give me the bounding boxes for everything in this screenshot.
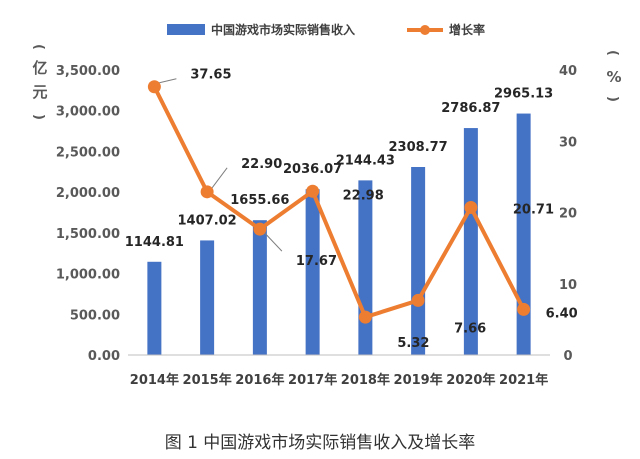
x-tick-label: 2018年: [341, 372, 390, 388]
growth-point: [358, 310, 372, 324]
bar-value-label: 2144.43: [336, 153, 395, 168]
chart: 0.00 500.00 1,000.00 1,500.00 2,000.00 2,500.…: [31, 22, 622, 388]
growth-point: [200, 185, 214, 199]
bar: [516, 113, 531, 355]
y-right-tick-label: 0: [563, 349, 572, 364]
x-tick-label: 2016年: [235, 372, 284, 388]
growth-point: [306, 184, 320, 198]
leader-line: [159, 78, 177, 84]
bar-value-label: 1407.02: [178, 213, 237, 228]
growth-point: [517, 302, 531, 316]
y-left-axis-title: ): [31, 114, 46, 120]
x-tick-label: 2014年: [130, 372, 179, 388]
growth-line: [152, 85, 526, 320]
bar: [200, 240, 215, 355]
growth-point: [411, 293, 425, 307]
y-right-axis-title: ): [605, 96, 620, 102]
y-left-tick-label: 3,500.00: [56, 64, 120, 79]
line-value-label: 17.67: [296, 254, 337, 269]
y-left-tick-label: 2,000.00: [56, 186, 120, 201]
figure-caption: 图 1 中国游戏市场实际销售收入及增长率: [164, 433, 476, 453]
legend-bar-label: 中国游戏市场实际销售收入: [211, 22, 355, 37]
line-value-label: 22.98: [343, 188, 384, 203]
y-left-axis-title: (: [31, 44, 46, 50]
y-left-tick-label: 2,500.00: [56, 145, 120, 160]
growth-point: [147, 80, 161, 94]
line-value-label: 22.90: [241, 157, 282, 172]
line-value-label: 5.32: [397, 336, 429, 351]
line-value-label: 20.71: [513, 202, 554, 217]
x-tick-label: 2019年: [394, 372, 443, 388]
bar-value-label: 1655.66: [230, 193, 289, 208]
bar-value-label: 1144.81: [125, 235, 184, 250]
y-left-tick-label: 3,000.00: [56, 105, 120, 120]
y-left-tick-label: 500.00: [70, 308, 120, 323]
y-left-tick-label: 0.00: [88, 349, 120, 364]
bar-value-label: 2036.07: [283, 162, 342, 177]
line-value-label: 37.65: [190, 68, 231, 83]
y-left-axis-title: 亿: [32, 59, 47, 77]
y-left-axis-title: 元: [32, 83, 47, 101]
y-right-tick-label: 30: [559, 135, 577, 150]
bar-value-label: 2965.13: [494, 87, 553, 102]
y-right-tick-label: 10: [559, 278, 577, 293]
bar: [147, 261, 162, 355]
growth-point: [253, 222, 267, 236]
bar: [305, 189, 320, 355]
bar: [252, 220, 267, 355]
line-value-label: 7.66: [454, 321, 486, 336]
legend-bar-swatch: [167, 24, 205, 35]
leader-line: [264, 232, 283, 252]
bar-value-label: 2786.87: [441, 101, 500, 116]
legend-line-label: 增长率: [449, 22, 485, 37]
y-right-axis-title: %: [606, 68, 621, 86]
x-tick-label: 2020年: [446, 372, 495, 388]
x-tick-label: 2021年: [499, 372, 548, 388]
y-right-axis-title: (: [605, 50, 620, 56]
legend-line-marker: [420, 25, 430, 35]
x-tick-label: 2015年: [183, 372, 232, 388]
bar: [358, 180, 373, 355]
bar-value-label: 2308.77: [389, 140, 448, 155]
y-left-tick-label: 1,500.00: [56, 227, 120, 242]
x-tick-label: 2017年: [288, 372, 337, 388]
y-right-tick-label: 40: [559, 64, 577, 79]
y-left-tick-label: 1,000.00: [56, 268, 120, 283]
bar: [463, 128, 478, 355]
growth-point: [464, 200, 478, 214]
y-right-tick-label: 20: [559, 207, 577, 222]
line-value-label: 6.40: [546, 306, 578, 321]
bar: [411, 167, 426, 355]
leader-line: [211, 167, 228, 189]
